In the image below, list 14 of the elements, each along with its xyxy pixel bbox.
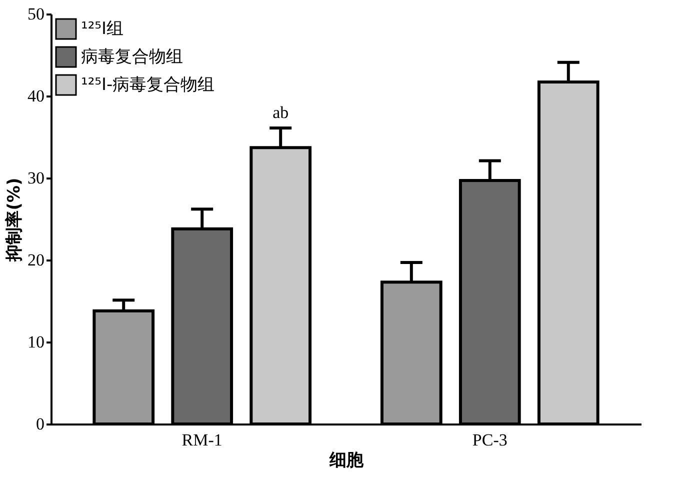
y-tick-label: 0 — [36, 414, 44, 434]
x-tick-label: PC-3 — [472, 430, 508, 450]
y-tick-label: 10 — [28, 332, 44, 352]
y-tick-label: 50 — [28, 4, 44, 24]
legend-label: ¹²⁵I组 — [81, 19, 124, 39]
x-tick-label: RM-1 — [182, 430, 222, 450]
annotation: ab — [272, 102, 289, 122]
x-axis-title: 细胞 — [328, 450, 364, 470]
y-axis-title: 抑制率(%) — [4, 178, 24, 262]
y-tick-label: 40 — [28, 86, 44, 106]
y-tick-label: 30 — [28, 168, 44, 188]
legend-label: 病毒复合物组 — [81, 47, 183, 67]
y-tick-label: 20 — [28, 250, 44, 270]
legend-label: ¹²⁵I-病毒复合物组 — [81, 75, 215, 95]
